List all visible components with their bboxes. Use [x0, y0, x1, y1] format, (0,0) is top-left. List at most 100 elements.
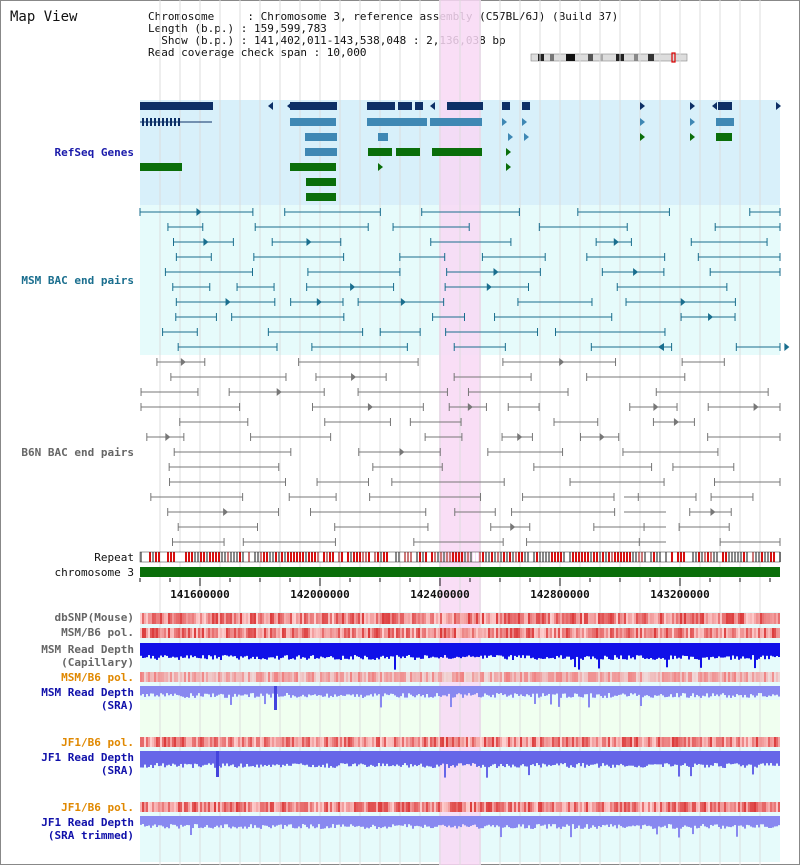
label-msm-depth-sra-1[interactable]: MSM Read Depth	[41, 686, 134, 699]
dbsnp-cell	[210, 613, 212, 624]
msm-sra-depth-bar	[660, 686, 662, 695]
msm-cap-depth-bar	[594, 643, 596, 659]
bac-marker	[653, 403, 659, 411]
jf1-sra-depth-bar	[750, 751, 752, 765]
jf1-pol-cell	[424, 737, 426, 747]
jf1-pol2-cell	[416, 802, 418, 812]
msm-sra-depth-bar	[560, 686, 562, 698]
dbsnp-cell	[554, 613, 556, 624]
msm-pol-cell	[244, 628, 246, 638]
repeat-element	[335, 552, 337, 562]
msm-pol2-cell	[776, 672, 778, 682]
msm-sra-depth-bar	[680, 686, 682, 696]
jf1-pol2-cell	[182, 802, 184, 812]
dbsnp-cell	[148, 613, 150, 624]
jf1-sra-depth-bar	[598, 751, 600, 768]
msm-sra-depth-bar	[438, 686, 440, 697]
label-jf1-depth-sra-1[interactable]: JF1 Read Depth	[41, 751, 134, 764]
jf1-sra-depth-bar	[600, 751, 602, 767]
jf1-pol-cell	[754, 737, 756, 747]
msm-pol-cell	[550, 628, 552, 638]
msm-cap-depth-bar	[378, 643, 380, 660]
label-jf1-b6-pol-2[interactable]: JF1/B6 pol.	[61, 801, 134, 814]
gene-arrow	[378, 163, 383, 171]
jf1-trim-depth-bar	[750, 816, 752, 827]
jf1-pol2-cell	[610, 802, 612, 812]
label-msm-b6-pol[interactable]: MSM/B6 pol.	[61, 626, 134, 639]
repeat-element	[518, 552, 520, 562]
msm-pol-cell	[326, 628, 328, 638]
msm-sra-depth-bar	[140, 686, 142, 696]
jf1-sra-depth-bar	[182, 751, 184, 768]
bac-marker	[708, 313, 714, 321]
jf1-pol2-cell	[342, 802, 344, 812]
msm-sra-depth-bar	[534, 686, 536, 704]
msm-cap-depth-bar	[738, 643, 740, 660]
label-jf1-depth-trim-1[interactable]: JF1 Read Depth	[41, 816, 134, 829]
jf1-trim-depth-bar	[672, 816, 674, 829]
msm-cap-depth-bar	[656, 643, 658, 659]
jf1-pol2-cell	[398, 802, 400, 812]
jf1-sra-depth-bar	[572, 751, 574, 768]
msm-cap-depth-bar	[292, 643, 294, 659]
jf1-pol-cell	[648, 737, 650, 747]
jf1-sra-depth-bar	[542, 751, 544, 764]
msm-pol-cell	[656, 628, 658, 638]
label-dbsnp[interactable]: dbSNP(Mouse)	[54, 611, 134, 624]
msm-cap-depth-bar	[304, 643, 306, 658]
label-msm-b6-pol-2[interactable]: MSM/B6 pol.	[61, 671, 134, 684]
jf1-trim-depth-bar	[390, 816, 392, 828]
jf1-trim-depth-bar	[260, 816, 262, 829]
label-b6n-bac[interactable]: B6N BAC end pairs	[21, 446, 134, 459]
jf1-pol-cell	[162, 737, 164, 747]
jf1-sra-depth-bar	[410, 751, 412, 765]
jf1-trim-depth-bar	[752, 816, 754, 828]
jf1-sra-depth-bar	[222, 751, 224, 764]
msm-pol-cell	[220, 628, 222, 638]
jf1-sra-depth-bar	[392, 751, 394, 766]
repeat-element	[578, 552, 580, 562]
msm-cap-depth-bar	[744, 643, 746, 659]
jf1-trim-depth-bar	[550, 816, 552, 827]
repeat-element	[743, 552, 745, 562]
dbsnp-cell	[268, 613, 270, 624]
gene-block	[290, 102, 337, 110]
jf1-pol-cell	[354, 737, 356, 747]
label-msm-depth-cap-1[interactable]: MSM Read Depth	[41, 643, 134, 656]
msm-pol-cell	[336, 628, 338, 638]
jf1-trim-depth-bar	[586, 816, 588, 825]
dbsnp-cell	[168, 613, 170, 624]
dbsnp-cell	[636, 613, 638, 624]
msm-cap-depth-bar	[264, 643, 266, 660]
label-jf1-b6-pol[interactable]: JF1/B6 pol.	[61, 736, 134, 749]
repeat-element	[611, 552, 613, 562]
jf1-pol2-cell	[630, 802, 632, 812]
jf1-trim-depth-bar	[224, 816, 226, 825]
jf1-pol-cell	[164, 737, 166, 747]
jf1-trim-depth-bar	[552, 816, 554, 825]
jf1-pol-cell	[776, 737, 778, 747]
jf1-pol-cell	[722, 737, 724, 747]
msm-sra-depth-bar	[392, 686, 394, 694]
jf1-pol2-cell	[620, 802, 622, 812]
jf1-pol2-cell	[334, 802, 336, 812]
jf1-sra-depth-bar	[608, 751, 610, 767]
jf1-sra-depth-bar	[402, 751, 404, 765]
jf1-pol-cell	[302, 737, 304, 747]
label-refseq[interactable]: RefSeq Genes	[54, 146, 134, 159]
msm-pol-cell	[568, 628, 570, 638]
msm-pol-cell	[172, 628, 174, 638]
label-msm-bac[interactable]: MSM BAC end pairs	[21, 274, 134, 287]
jf1-pol-cell	[158, 737, 160, 747]
jf1-sra-depth-bar	[292, 751, 294, 764]
msm-pol-cell	[452, 628, 454, 638]
msm-sra-depth-bar	[668, 686, 670, 697]
repeat-element	[764, 552, 766, 562]
dbsnp-cell	[718, 613, 720, 624]
msm-pol-cell	[366, 628, 368, 638]
jf1-pol2-cell	[422, 802, 424, 812]
jf1-trim-depth-bar	[596, 816, 598, 829]
msm-sra-depth-bar	[446, 686, 448, 697]
msm-pol2-cell	[582, 672, 584, 682]
